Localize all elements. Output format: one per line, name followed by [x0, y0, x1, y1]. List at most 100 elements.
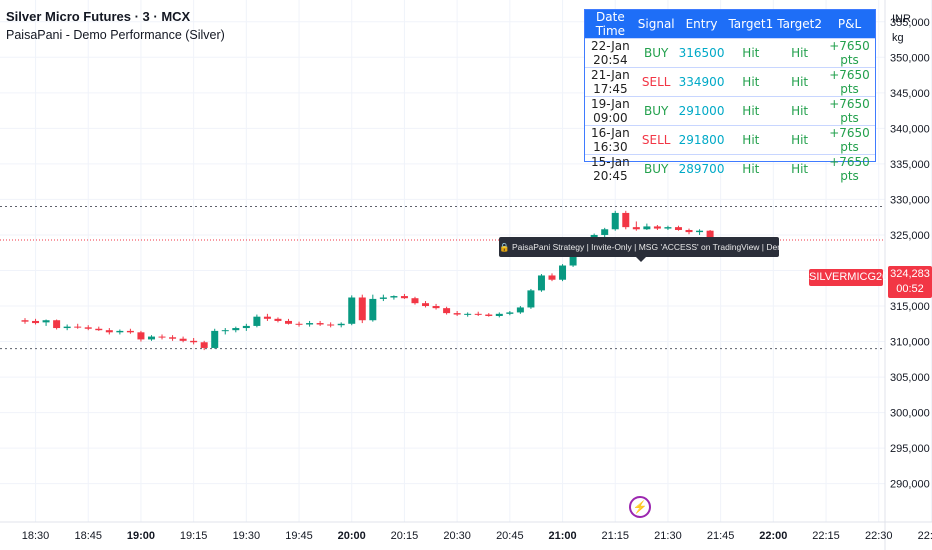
candle-body: [221, 330, 229, 332]
x-tick-label: 22:15: [812, 530, 840, 542]
candle-body: [379, 297, 387, 299]
symbol-tag: SILVERMICG2026: [809, 269, 901, 286]
x-tick-label: 18:30: [22, 530, 50, 542]
candle-body: [443, 308, 451, 314]
candle-body: [569, 254, 577, 266]
y-tick-label: 305,000: [890, 372, 930, 384]
cell-entry: 291800: [676, 125, 727, 155]
y-tick-label: 340,000: [890, 123, 930, 135]
bar-countdown: 00:52: [896, 283, 924, 295]
candle-body: [306, 323, 314, 325]
table-header-row: Date Time Signal Entry Target1 Target2 P…: [585, 10, 875, 39]
candle-body: [422, 303, 430, 307]
cell-signal: BUY: [635, 38, 677, 68]
cell-target1: Hit: [726, 154, 776, 183]
x-tick-label: 21:45: [707, 530, 735, 542]
unit-selector[interactable]: INR kg: [892, 10, 911, 48]
cell-date-time: 22-Jan 20:54: [585, 38, 636, 68]
candle-body: [611, 212, 619, 230]
table-row: 15-Jan 20:45 BUY 289700 Hit Hit +7650 pt…: [585, 154, 875, 183]
candle-body: [211, 330, 219, 348]
x-tick-label: 22:45: [918, 530, 932, 542]
candle-body: [253, 316, 261, 326]
x-tick-label: 22:00: [759, 530, 787, 542]
candle-body: [411, 298, 419, 304]
candle-body: [263, 316, 271, 319]
candle-body: [506, 312, 514, 314]
candle-body: [495, 313, 503, 316]
cell-entry: 291000: [676, 96, 727, 126]
candle-body: [474, 313, 482, 315]
candle-body: [158, 336, 166, 338]
cell-date-time: 16-Jan 16:30: [585, 125, 636, 155]
table-row: 16-Jan 16:30 SELL 291800 Hit Hit +7650 p…: [585, 125, 875, 155]
x-tick-label: 21:00: [548, 530, 576, 542]
weight-label[interactable]: kg: [892, 32, 904, 44]
cell-pl: +7650 pts: [823, 154, 875, 183]
y-tick-label: 325,000: [890, 230, 930, 242]
candle-body: [126, 330, 134, 333]
currency-label[interactable]: INR: [892, 13, 911, 25]
x-tick-label: 20:30: [443, 530, 471, 542]
last-price-value: 324,283: [890, 268, 930, 280]
x-tick-label: 20:00: [338, 530, 366, 542]
candle-body: [137, 332, 145, 340]
candle-body: [527, 290, 535, 308]
x-tick-label: 18:45: [74, 530, 102, 542]
table-row: 19-Jan 09:00 BUY 291000 Hit Hit +7650 pt…: [585, 96, 875, 126]
y-tick-label: 355,000: [890, 17, 930, 29]
candle-body: [179, 338, 187, 341]
x-tick-label: 20:45: [496, 530, 524, 542]
lightning-bolt-icon[interactable]: ⚡: [629, 496, 651, 518]
x-tick-label: 19:45: [285, 530, 313, 542]
candle-body: [63, 326, 71, 329]
candle-body: [116, 330, 124, 333]
cell-target1: Hit: [726, 38, 776, 68]
candle-body: [643, 226, 651, 230]
candles: [21, 210, 714, 351]
col-signal: Signal: [635, 10, 677, 39]
cell-target2: Hit: [775, 38, 824, 68]
cell-signal: SELL: [635, 67, 677, 97]
candle-body: [105, 330, 113, 333]
candle-body: [464, 313, 472, 315]
banner-pointer: [636, 257, 646, 262]
candle-body: [53, 320, 61, 329]
y-tick-label: 335,000: [890, 159, 930, 171]
col-pl: P&L: [823, 10, 875, 39]
candle-body: [42, 320, 50, 323]
candle-body: [232, 328, 240, 331]
candle-body: [274, 318, 282, 321]
cell-target2: Hit: [775, 154, 824, 183]
y-tick-label: 345,000: [890, 88, 930, 100]
col-target2: Target2: [775, 10, 824, 39]
candle-body: [74, 326, 82, 328]
candle-body: [169, 337, 177, 339]
x-tick-label: 20:15: [391, 530, 419, 542]
indicator-title: PaisaPani - Demo Performance (Silver): [6, 28, 225, 42]
candle-body: [674, 227, 682, 230]
cell-pl: +7650 pts: [823, 125, 875, 155]
candle-body: [358, 297, 366, 321]
time-axis: 18:30 18:45 19:00 19:15 19:30 19:45 20:00 20:15…: [22, 530, 932, 542]
cell-target1: Hit: [726, 96, 776, 126]
x-tick-label: 21:15: [601, 530, 629, 542]
candle-body: [559, 265, 567, 280]
candle-body: [664, 227, 672, 229]
x-tick-label: 19:30: [233, 530, 261, 542]
candle-body: [147, 336, 155, 340]
candle-body: [242, 325, 250, 329]
y-tick-label: 290,000: [890, 479, 930, 491]
candle-body: [601, 229, 609, 235]
strategy-banner: 🔒 PaisaPani Strategy | Invite-Only | MSG…: [499, 237, 779, 257]
cell-pl: +7650 pts: [823, 67, 875, 97]
cell-target2: Hit: [775, 96, 824, 126]
y-tick-label: 295,000: [890, 443, 930, 455]
cell-date-time: 21-Jan 17:45: [585, 67, 636, 97]
performance-table: Date Time Signal Entry Target1 Target2 P…: [584, 9, 876, 183]
cell-target2: Hit: [775, 67, 824, 97]
candle-body: [706, 230, 714, 241]
candle-body: [685, 229, 693, 233]
candle-body: [485, 314, 493, 316]
cell-target2: Hit: [775, 125, 824, 155]
